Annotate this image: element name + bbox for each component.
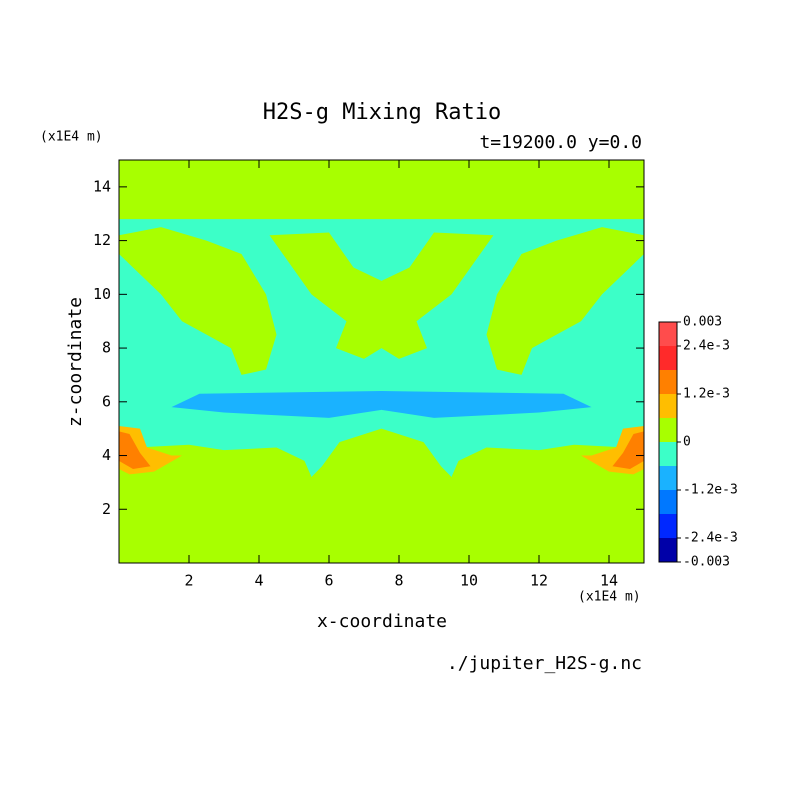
- y-tick-label: 8: [102, 339, 111, 357]
- y-axis-label: z-coordinate: [65, 297, 86, 427]
- x-axis-label: x-coordinate: [317, 611, 447, 632]
- x-tick-label: 8: [394, 572, 403, 590]
- x-tick-label: 10: [460, 572, 478, 590]
- colorbar-tick-label: 2.4e-3: [683, 339, 730, 354]
- colorbar-tick-label: 1.2e-3: [683, 387, 730, 402]
- colorbar-band: [659, 394, 677, 418]
- colorbar-tick-label: -0.003: [683, 555, 730, 570]
- y-tick-label: 2: [102, 500, 111, 518]
- contour-region: [269, 232, 494, 359]
- y-tick-label: 10: [93, 285, 111, 303]
- colorbar-tick-label: -2.4e-3: [683, 531, 738, 546]
- colorbar-band: [659, 538, 677, 562]
- x-tick-label: 4: [254, 572, 263, 590]
- plot-frame: [118, 159, 645, 564]
- y-tick-label: 4: [102, 446, 111, 464]
- colorbar-band: [659, 466, 677, 490]
- colorbar-band: [659, 442, 677, 466]
- x-tick-label: 12: [530, 572, 548, 590]
- subtitle: t=19200.0 y=0.0: [479, 132, 642, 153]
- colorbar-tick-label: -1.2e-3: [683, 483, 738, 498]
- colorbar-tick-label: 0.003: [683, 315, 722, 330]
- source-file: ./jupiter_H2S-g.nc: [447, 653, 642, 674]
- y-unit: (x1E4 m): [40, 130, 103, 145]
- colorbar-band: [659, 346, 677, 370]
- colorbar-band: [659, 514, 677, 538]
- colorbar-band: [659, 322, 677, 346]
- colorbar-band: [659, 418, 677, 442]
- contour-region: [612, 431, 644, 469]
- x-tick-label: 6: [324, 572, 333, 590]
- colorbar-band: [659, 370, 677, 394]
- colorbar-band: [659, 490, 677, 514]
- x-unit: (x1E4 m): [578, 590, 641, 605]
- x-tick-label: 14: [600, 572, 618, 590]
- contour-region: [119, 431, 151, 469]
- y-tick-label: 12: [93, 231, 111, 249]
- y-tick-label: 6: [102, 392, 111, 410]
- chart-title: H2S-g Mixing Ratio: [263, 100, 501, 125]
- colorbar-tick-label: 0: [683, 435, 691, 450]
- x-tick-label: 2: [184, 572, 193, 590]
- y-tick-label: 14: [93, 177, 111, 195]
- contour-region: [171, 391, 592, 418]
- contour-region: [486, 227, 644, 375]
- contour-region: [119, 227, 277, 375]
